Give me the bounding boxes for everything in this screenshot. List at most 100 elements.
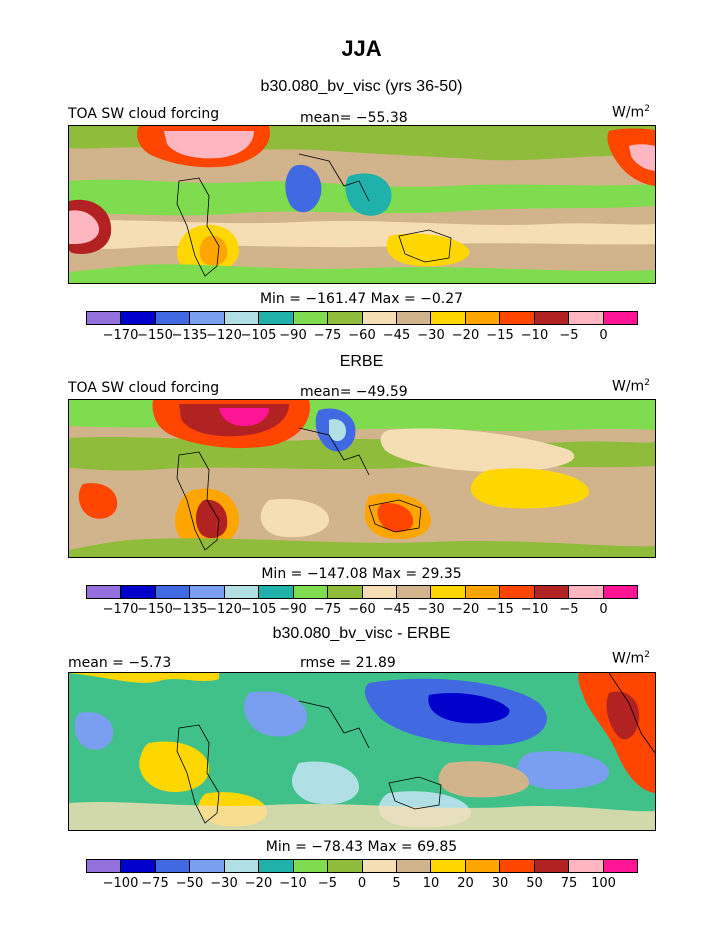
panel-3-colorbar-tick-label: −5 — [317, 876, 338, 891]
panel-1-mean-label: mean= −55.38 — [300, 110, 408, 126]
panel-2-contour-field — [69, 400, 655, 557]
panel-3-colorbar-swatch-12 — [500, 860, 535, 872]
figure-title: JJA — [341, 36, 382, 61]
panel-1-colorbar-tick-label: −45 — [382, 328, 411, 343]
panel-3-colorbar-tick-label: 30 — [491, 876, 509, 891]
panel-2-colorbar-tick-label: −5 — [559, 602, 579, 617]
panel-3-colorbar-swatch-13 — [534, 860, 570, 872]
panel-2-colorbar-swatch-12 — [500, 586, 535, 598]
panel-3-title: b30.080_bv_visc - ERBE — [272, 625, 451, 642]
panel-1-variable-label: TOA SW cloud forcing — [68, 106, 220, 122]
panel-2-title: ERBE — [339, 353, 384, 370]
panel-1-colorbar-swatch-14 — [569, 312, 604, 324]
panel-1-title: b30.080_bv_visc (yrs 36-50) — [260, 78, 463, 95]
panel-3-colorbar-swatch-11 — [465, 860, 501, 872]
panel-3-colorbar-tick-label: −50 — [175, 876, 204, 891]
panel-1-colorbar-swatch-9 — [396, 312, 432, 324]
panel-1-colorbar-swatch-2 — [155, 312, 191, 324]
panel-1-colorbar-tick-label: −15 — [486, 328, 514, 343]
panel-2-colorbar-swatch-8 — [362, 586, 397, 598]
panel-2-colorbar-tick-label: −10 — [520, 602, 549, 617]
panel-2-colorbar-swatch-3 — [190, 586, 225, 598]
panel-1-colorbar-swatch-12 — [500, 312, 535, 324]
panel-1-colorbar-swatch-5 — [259, 312, 294, 324]
panel-3-colorbar-swatch-7 — [328, 860, 363, 872]
panel-2-colorbar-swatch-6 — [293, 586, 329, 598]
panel-3-colorbar-swatch-6 — [293, 860, 329, 872]
panel-3-colorbar-swatch-4 — [224, 860, 260, 872]
panel-3-colorbar-tick-label: 75 — [560, 876, 578, 891]
panel-3-colorbar-swatch-15 — [603, 860, 637, 872]
panel-1-colorbar-tick-label: 0 — [599, 328, 608, 343]
panel-1-colorbar-swatch-4 — [224, 312, 260, 324]
panel-3-colorbar-tick-label: 20 — [457, 876, 474, 891]
panel-3-colorbar-tick-label: −10 — [279, 876, 307, 891]
panel-1-map — [68, 125, 656, 284]
panel-2-colorbar-swatch-9 — [396, 586, 432, 598]
panel-1-colorbar-tick-label: −150 — [137, 328, 173, 343]
panel-3-map — [68, 672, 656, 831]
panel-3-colorbar-tick-label: 10 — [422, 876, 440, 891]
panel-1-colorbar-tick-label: −90 — [279, 328, 307, 343]
panel-3-colorbar-tick-label: −20 — [244, 876, 273, 891]
panel-2-colorbar-tick-label: −150 — [137, 602, 173, 617]
panel-1-colorbar-tick-label: −75 — [313, 328, 342, 343]
panel-2-colorbar-tick-label: −15 — [486, 602, 514, 617]
panel-2-units: W/m2 — [612, 378, 650, 395]
panel-1-colorbar-tick-label: −30 — [417, 328, 445, 343]
panel-3-colorbar-tick-label: 0 — [357, 876, 367, 891]
panel-2-colorbar-swatch-14 — [569, 586, 604, 598]
panel-1-colorbar-swatch-0 — [87, 312, 122, 324]
panel-3-colorbar-swatch-0 — [87, 860, 122, 872]
panel-1-colorbar-swatch-8 — [362, 312, 397, 324]
panel-3-colorbar-tick-label: −75 — [141, 876, 169, 891]
panel-1-colorbar-tick-label: −5 — [559, 328, 579, 343]
panel-3-colorbar-swatch-14 — [569, 860, 604, 872]
panel-2-range-label: Min = −147.08 Max = 29.35 — [261, 566, 462, 582]
panel-1-colorbar-tick-label: −120 — [206, 328, 242, 343]
panel-2-colorbar-tick-label: −45 — [382, 602, 411, 617]
panel-2-colorbar-tick-label: −105 — [240, 602, 277, 617]
panel-3-colorbar-swatch-8 — [362, 860, 397, 872]
panel-3-colorbar-swatch-3 — [190, 860, 225, 872]
panel-3-colorbar — [86, 859, 638, 873]
panel-3-colorbar-swatch-1 — [121, 860, 156, 872]
panel-3-colorbar-tick-label: −100 — [102, 876, 139, 891]
panel-2-map — [68, 399, 656, 558]
panel-1-contour-field — [69, 126, 655, 283]
panel-3-contour-field — [69, 673, 655, 830]
panel-3-colorbar-ticks: −100 −75 −50 −30 −20 −10 −5 0 5 10 20 30 50 75 100 — [86, 876, 638, 894]
panel-3-colorbar-swatch-10 — [431, 860, 466, 872]
panel-1-colorbar-swatch-10 — [431, 312, 466, 324]
panel-3-colorbar-tick-label: −30 — [210, 876, 238, 891]
panel-3-colorbar-swatch-9 — [396, 860, 432, 872]
panel-1-colorbar-swatch-15 — [603, 312, 637, 324]
panel-1-colorbar — [86, 311, 638, 325]
panel-1-colorbar-tick-label: −105 — [240, 328, 277, 343]
panel-2-mean-label: mean= −49.59 — [300, 384, 408, 400]
panel-2-colorbar-swatch-0 — [87, 586, 122, 598]
panel-3-range-label: Min = −78.43 Max = 69.85 — [265, 839, 458, 855]
panel-3-colorbar-tick-label: 100 — [591, 876, 616, 891]
panel-2-colorbar-swatch-10 — [431, 586, 466, 598]
panel-2-colorbar-swatch-2 — [155, 586, 191, 598]
panel-3-colorbar-tick-label: 50 — [526, 876, 543, 891]
panel-2-colorbar-swatch-15 — [603, 586, 637, 598]
panel-3-colorbar-swatch-5 — [259, 860, 294, 872]
panel-3-mean-label: mean = −5.73 — [68, 655, 172, 671]
panel-2-colorbar-tick-label: −60 — [348, 602, 376, 617]
panel-2-colorbar-tick-label: −75 — [313, 602, 342, 617]
panel-2-colorbar-swatch-1 — [121, 586, 156, 598]
panel-1-colorbar-swatch-1 — [121, 312, 156, 324]
panel-2-colorbar-swatch-13 — [534, 586, 570, 598]
panel-1-colorbar-swatch-13 — [534, 312, 570, 324]
panel-2-colorbar-swatch-7 — [328, 586, 363, 598]
panel-2-colorbar-swatch-4 — [224, 586, 260, 598]
panel-1-colorbar-ticks: −170 −150 −135 −120 −105 −90 −75 −60 −45 −30 −20 −1… — [86, 328, 638, 346]
panel-1-colorbar-tick-label: −60 — [348, 328, 376, 343]
panel-1-colorbar-swatch-3 — [190, 312, 225, 324]
panel-2-colorbar-tick-label: −20 — [451, 602, 480, 617]
panel-3-colorbar-swatch-2 — [155, 860, 191, 872]
panel-1-colorbar-tick-label: −135 — [171, 328, 208, 343]
panel-2-variable-label: TOA SW cloud forcing — [68, 380, 220, 396]
